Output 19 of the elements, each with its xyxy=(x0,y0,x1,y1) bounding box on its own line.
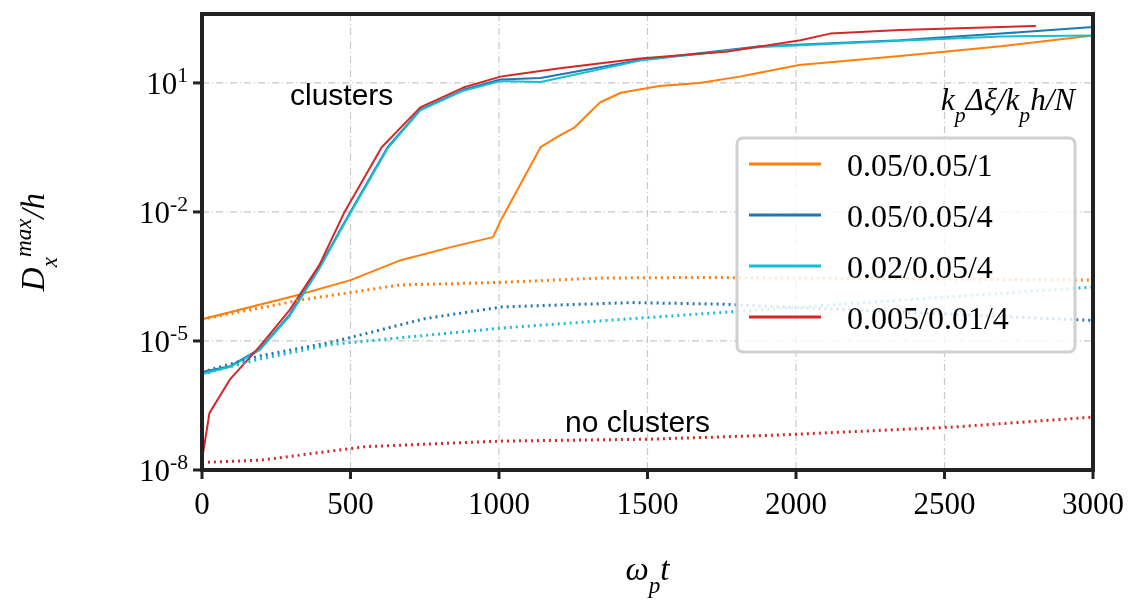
y-tick-label: 10$^{1}$ xyxy=(146,62,188,101)
x-tick-label: 500 xyxy=(327,486,374,521)
y-tick-label: 10$^{-8}$ xyxy=(138,450,189,488)
y-tick-label: 10$^{-2}$ xyxy=(138,191,188,230)
x-tick-label: 0 xyxy=(194,486,210,521)
x-axis-title: ω$_{p}$t xyxy=(625,551,671,598)
x-tick-label: 1500 xyxy=(616,486,679,521)
y-tick-label: 10$^{-5}$ xyxy=(138,320,188,359)
legend-label: 0.005/0.01/4 xyxy=(847,300,1009,336)
x-tick-label: 2500 xyxy=(913,486,976,521)
legend-label: 0.05/0.05/1 xyxy=(847,147,993,183)
annotation: clusters xyxy=(290,78,394,111)
legend-label: 0.05/0.05/4 xyxy=(847,198,993,234)
annotation: no clusters xyxy=(565,405,711,438)
legend-label: 0.02/0.05/4 xyxy=(847,249,993,285)
x-tick-label: 2000 xyxy=(765,486,827,521)
legend-title: k$_{p}$Δξ/k$_{p}$h/N xyxy=(940,82,1078,127)
x-tick-label: 3000 xyxy=(1062,486,1124,521)
x-tick-label: 1000 xyxy=(468,486,530,521)
